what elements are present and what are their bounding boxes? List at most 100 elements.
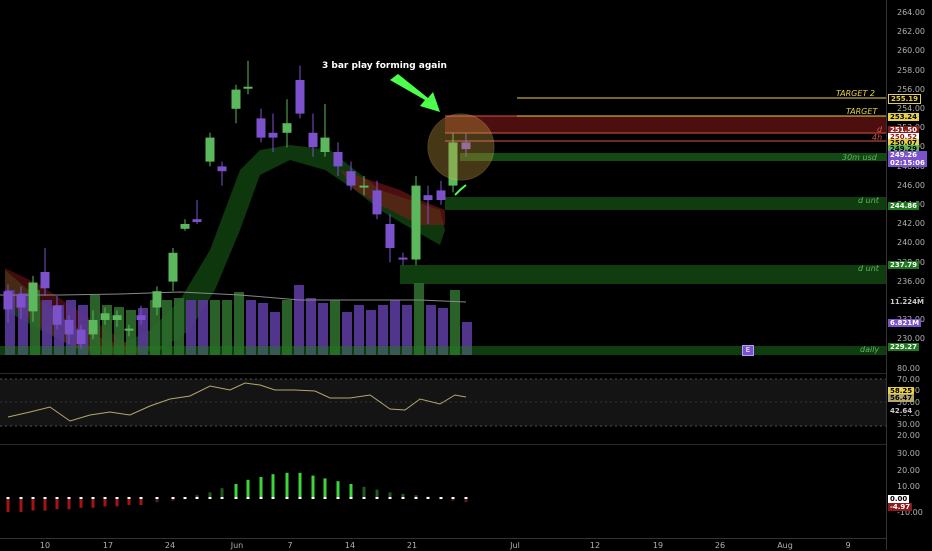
rsi-label-42-64: 42.64 <box>888 407 915 415</box>
candle-body <box>411 185 421 260</box>
volume-bar <box>402 305 412 355</box>
price-tick: 264.00 <box>897 8 925 17</box>
volume-bar <box>126 310 136 355</box>
macd-bar <box>67 498 71 510</box>
candle-body <box>243 86 253 89</box>
macd-bar <box>388 492 392 498</box>
macd-signal-dot <box>246 497 250 499</box>
macd-signal-dot <box>298 497 302 499</box>
macd-signal-dot <box>115 497 119 499</box>
macd-bar <box>103 498 107 507</box>
rsi-label-58-25: 58.25 <box>888 387 915 395</box>
price-axis[interactable]: 264.00262.00260.00258.00256.00254.00252.… <box>886 0 932 550</box>
volume-bar <box>138 308 148 355</box>
earnings-marker[interactable]: E <box>742 345 754 356</box>
macd-signal-dot <box>171 497 175 499</box>
volume-ma-label: 11.224M <box>888 298 926 306</box>
candle-body <box>423 195 433 200</box>
candle-body <box>268 132 278 138</box>
rsi-line <box>7 382 467 422</box>
candle-body <box>372 190 382 215</box>
price-tick: 256.00 <box>897 84 925 94</box>
macd-signal-dot <box>19 497 23 499</box>
rsi-tick: 20.00 <box>897 431 920 441</box>
macd-signal-dot <box>259 497 263 499</box>
macd-tick: 30.00 <box>897 449 920 458</box>
price-tick: 262.00 <box>897 27 925 37</box>
macd-signal-dot <box>103 497 107 499</box>
price-chart[interactable] <box>0 0 886 538</box>
macd-bar <box>349 484 353 498</box>
candle-body <box>124 328 134 331</box>
macd-tick: -10.00 <box>897 508 923 517</box>
price-label-249-29: 249.29 <box>888 145 920 153</box>
macd-signal-dot <box>6 497 10 499</box>
time-tick: 9 <box>845 541 851 550</box>
macd-signal-dot <box>220 497 224 499</box>
price-label-251-50: 251.50 <box>888 126 920 134</box>
time-tick: 10 <box>39 541 51 550</box>
volume-bar <box>426 305 436 355</box>
candle-body <box>461 142 471 150</box>
candle-body <box>192 219 202 223</box>
candle-body <box>346 171 356 186</box>
candle-body <box>436 190 446 200</box>
time-tick: Jun <box>230 541 244 550</box>
volume-bar <box>258 303 268 355</box>
volume-bar <box>450 290 460 355</box>
candle-body <box>40 272 50 289</box>
rsi-tick: 30.00 <box>897 420 920 429</box>
volume-ma-line <box>0 291 467 303</box>
zone-4h <box>445 116 886 133</box>
macd-signal-dot <box>388 497 392 499</box>
macd-bar <box>285 472 289 498</box>
bar-countdown: 02:15:06 <box>890 159 925 167</box>
macd-bar <box>298 472 302 498</box>
volume-bar <box>390 300 400 355</box>
volume-bar <box>246 300 256 355</box>
daily-label: daily <box>860 345 880 354</box>
candle-body <box>136 315 146 320</box>
candle-body <box>282 123 292 133</box>
macd-bar <box>271 474 275 498</box>
macd-signal-dot <box>67 497 71 499</box>
macd-signal-dot <box>208 497 212 499</box>
price-label-250-07: 250.07 <box>888 139 920 147</box>
time-tick: Aug <box>777 541 793 550</box>
macd-bar <box>208 492 212 498</box>
macd-bar <box>246 479 250 498</box>
d-unt-label-1: d unt <box>858 196 879 205</box>
volume-bar <box>5 290 15 355</box>
rsi-label-56-47: 56.47 <box>888 394 915 402</box>
price-tick: 260.00 <box>897 46 925 56</box>
target-label: TARGET <box>846 107 878 116</box>
candle-body <box>152 291 162 308</box>
macd-bar <box>91 498 95 508</box>
candle-body <box>168 252 178 282</box>
time-tick: 17 <box>102 541 114 550</box>
volume-bar <box>42 300 52 355</box>
candle-body <box>28 282 38 312</box>
candle-body <box>205 137 215 162</box>
macd-signal-dot <box>31 497 35 499</box>
candle-body <box>231 89 241 109</box>
volume-bar <box>198 300 208 355</box>
price-tick: 236.00 <box>897 276 925 286</box>
time-tick: Jul <box>510 541 520 550</box>
zone-d-unt-1 <box>445 197 886 210</box>
candle-body <box>398 257 408 260</box>
macd-signal-dot <box>271 497 275 499</box>
macd-bar <box>375 489 379 498</box>
candle-body <box>100 313 110 320</box>
pane-separator-2[interactable] <box>0 444 886 445</box>
volume-label: 6.821M <box>888 319 922 327</box>
volume-bar <box>342 312 352 355</box>
price-tick: 230.00 <box>897 334 925 344</box>
volume-bar <box>366 310 376 355</box>
zone-d-unt-2 <box>400 265 886 284</box>
volume-bar <box>462 322 472 355</box>
pane-separator-1[interactable] <box>0 373 886 374</box>
macd-signal-dot <box>234 497 238 499</box>
volume-bar <box>30 290 40 355</box>
time-axis[interactable]: 10 17 24 Jun 7 14 21 Jul 12 19 26 Aug 9 <box>0 538 886 551</box>
